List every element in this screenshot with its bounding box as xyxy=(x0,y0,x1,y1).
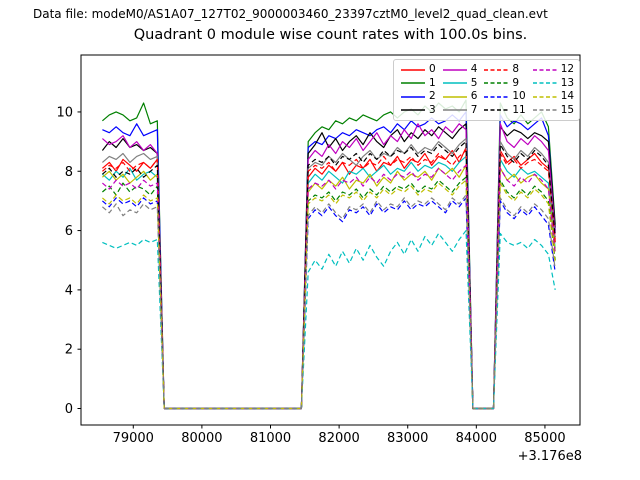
x-tick-label: 83000 xyxy=(387,431,428,446)
series-line-4 xyxy=(102,123,556,410)
legend-entry-2: 2 xyxy=(401,90,436,104)
series-line-10 xyxy=(102,197,556,410)
legend: 0 4 8 12 1 5 9 13 2 6 10 14 3 7 11 15 xyxy=(393,59,580,121)
legend-entry-4: 4 xyxy=(442,63,478,77)
legend-entry-label: 13 xyxy=(560,76,575,89)
legend-entry-label: 1 xyxy=(429,76,436,89)
legend-entry-9: 9 xyxy=(484,77,525,91)
x-tick-label: 82000 xyxy=(318,431,359,446)
legend-entry-1: 1 xyxy=(401,77,436,91)
legend-entry-15: 15 xyxy=(532,103,575,118)
legend-entry-label: 6 xyxy=(470,90,478,103)
y-tick-label: 2 xyxy=(65,343,73,358)
legend-line-sample xyxy=(484,109,509,111)
legend-entry-11: 11 xyxy=(484,103,526,118)
series-line-9 xyxy=(102,176,556,410)
series-line-0 xyxy=(102,146,556,410)
y-tick-label: 4 xyxy=(65,283,73,298)
legend-entry-7: 7 xyxy=(442,103,478,118)
legend-line-sample xyxy=(401,96,425,98)
legend-entry-label: 8 xyxy=(512,63,520,76)
plot-border xyxy=(80,54,581,426)
series-line-5 xyxy=(102,155,556,410)
legend-entry-0: 0 xyxy=(401,63,436,77)
series-line-13 xyxy=(102,230,556,410)
legend-line-sample xyxy=(401,109,425,111)
x-axis-offset-label: +3.176e8 xyxy=(517,449,582,464)
legend-entry-label: 14 xyxy=(560,90,575,103)
legend-entry-13: 13 xyxy=(532,76,575,91)
legend-entry-label: 3 xyxy=(429,103,436,116)
legend-entry-6: 6 xyxy=(442,90,478,104)
legend-entry-label: 5 xyxy=(470,76,478,89)
legend-line-sample xyxy=(484,69,509,71)
legend-entry-label: 10 xyxy=(512,90,526,103)
series-line-3 xyxy=(101,123,556,410)
legend-entry-10: 10 xyxy=(484,90,526,104)
legend-line-sample xyxy=(442,82,467,84)
x-tick-label: 84000 xyxy=(456,431,497,446)
x-tick-label: 79000 xyxy=(113,431,154,446)
legend-line-sample xyxy=(532,82,557,84)
legend-entry-8: 8 xyxy=(484,63,525,77)
legend-line-sample xyxy=(484,96,509,98)
legend-entry-label: 0 xyxy=(429,63,436,76)
legend-entry-12: 12 xyxy=(532,63,575,77)
legend-entry-label: 2 xyxy=(429,90,436,103)
legend-entry-3: 3 xyxy=(401,104,436,118)
legend-line-sample xyxy=(401,82,425,84)
legend-entry-label: 12 xyxy=(560,63,575,76)
series-line-8 xyxy=(102,149,556,410)
x-tick-label: 81000 xyxy=(250,431,291,446)
legend-entry-label: 15 xyxy=(560,103,575,116)
x-tick-label: 80000 xyxy=(181,431,222,446)
legend-line-sample xyxy=(401,69,425,71)
legend-line-sample xyxy=(532,69,557,71)
series-line-15 xyxy=(102,194,556,410)
series-line-7 xyxy=(102,138,556,410)
chart-title: Quadrant 0 module wise count rates with … xyxy=(133,27,528,43)
legend-line-sample xyxy=(442,96,467,98)
legend-entry-label: 4 xyxy=(470,63,478,76)
y-tick-label: 8 xyxy=(65,165,73,180)
y-tick-label: 10 xyxy=(56,105,73,120)
legend-entry-14: 14 xyxy=(532,90,575,104)
series-line-14 xyxy=(102,179,556,410)
y-tick-label: 0 xyxy=(65,402,73,417)
data-file-label: Data file: modeM0/AS1A07_127T02_90000034… xyxy=(33,7,548,21)
series-line-6 xyxy=(102,164,556,410)
legend-line-sample xyxy=(532,109,557,111)
x-tick-label: 85000 xyxy=(524,431,565,446)
y-tick-label: 6 xyxy=(65,224,73,239)
legend-entry-label: 11 xyxy=(512,103,526,116)
legend-entry-5: 5 xyxy=(442,76,478,91)
series-line-12 xyxy=(102,164,556,410)
legend-line-sample xyxy=(532,96,557,98)
legend-line-sample xyxy=(442,69,467,71)
legend-line-sample xyxy=(442,109,467,111)
series-line-11 xyxy=(102,141,556,410)
legend-entry-label: 9 xyxy=(512,76,520,89)
legend-entry-label: 7 xyxy=(470,103,478,116)
legend-line-sample xyxy=(484,82,509,84)
